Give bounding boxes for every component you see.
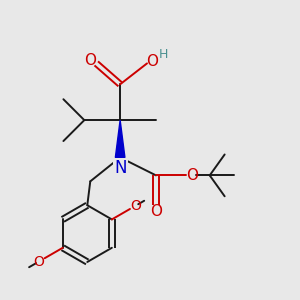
Text: N: N <box>114 159 126 177</box>
Text: O: O <box>34 254 44 268</box>
Text: O: O <box>84 53 96 68</box>
Text: H: H <box>159 48 168 61</box>
Text: O: O <box>150 204 162 219</box>
Polygon shape <box>116 120 125 158</box>
Text: O: O <box>130 199 141 213</box>
Text: O: O <box>186 168 198 183</box>
Text: O: O <box>146 53 158 68</box>
